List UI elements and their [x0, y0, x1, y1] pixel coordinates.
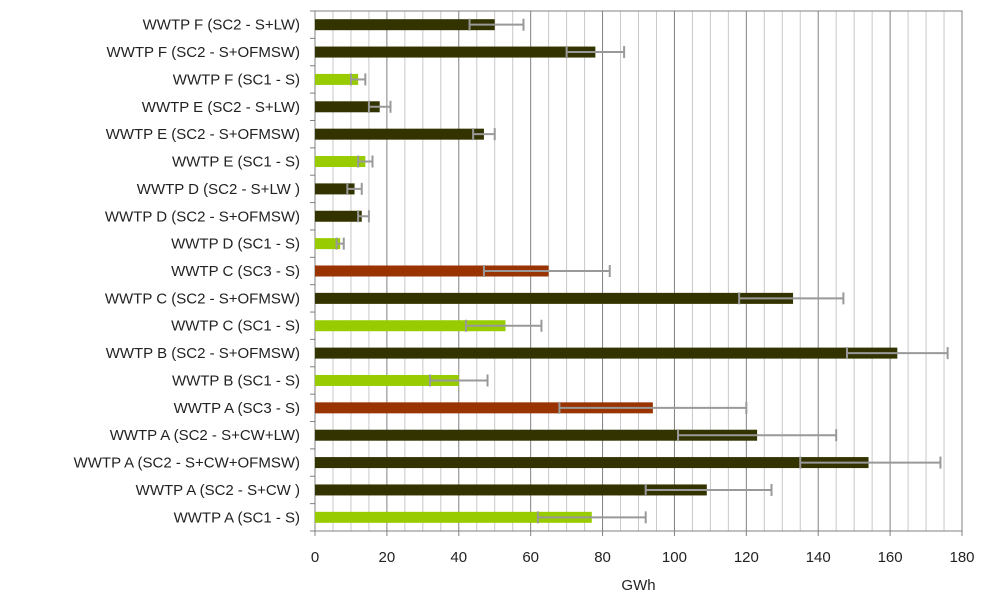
category-label: WWTP C (SC3 - S): [171, 263, 300, 280]
category-label: WWTP B (SC1 - S): [172, 372, 300, 389]
category-labels: WWTP F (SC2 - S+LW) WWTP F (SC2 - S+OFMSW…: [74, 10, 315, 532]
x-tick-label: 0: [311, 549, 319, 566]
bar: [315, 292, 794, 304]
bar: [315, 374, 459, 386]
category-label: WWTP A (SC2 - S+CW+LW): [110, 427, 300, 444]
bar: [315, 457, 869, 469]
bar: [315, 320, 506, 332]
bar: [315, 347, 898, 359]
category-label: WWTP C (SC1 - S): [171, 318, 300, 335]
x-tick-label: 80: [594, 549, 611, 566]
x-tick-label: 60: [522, 549, 539, 566]
x-tick-label: 160: [878, 549, 903, 566]
category-label: WWTP E (SC2 - S+LW): [142, 99, 300, 116]
minor-gridlines: [332, 11, 945, 531]
category-label: WWTP A (SC3 - S): [174, 400, 300, 417]
x-tick-label: 140: [806, 549, 831, 566]
x-tick-labels: 0 20 40 60 80 100 120 140 160 180: [311, 531, 975, 566]
x-tick-label: 40: [450, 549, 467, 566]
bar: [315, 484, 707, 496]
category-label: WWTP A (SC2 - S+CW ): [136, 482, 300, 499]
category-label: WWTP D (SC1 - S): [171, 236, 300, 253]
bar: [315, 402, 653, 414]
category-label: WWTP B (SC2 - S+OFMSW): [106, 345, 300, 362]
bar: [315, 73, 359, 85]
x-tick-label: 120: [734, 549, 759, 566]
bar: [315, 101, 380, 113]
category-label: WWTP A (SC1 - S): [174, 509, 300, 526]
bars-group: [315, 19, 898, 523]
x-tick-label: 20: [379, 549, 396, 566]
category-label: WWTP F (SC1 - S): [173, 71, 300, 88]
category-label: WWTP D (SC2 - S+LW ): [137, 181, 300, 198]
bar: [315, 511, 592, 523]
category-label: WWTP F (SC2 - S+LW): [143, 17, 300, 34]
bar: [315, 265, 549, 277]
bar: [315, 210, 362, 222]
bar: [315, 128, 484, 140]
bar: [315, 19, 495, 31]
bar: [315, 183, 355, 195]
x-tick-label: 180: [949, 549, 974, 566]
category-label: WWTP E (SC2 - S+OFMSW): [106, 126, 300, 143]
category-label: WWTP C (SC2 - S+OFMSW): [105, 290, 300, 307]
bar: [315, 429, 758, 441]
category-label: WWTP D (SC2 - S+OFMSW): [105, 208, 300, 225]
bar: [315, 156, 366, 168]
bar: [315, 46, 596, 58]
x-axis-label: GWh: [621, 577, 655, 594]
error-bars-group: [335, 18, 949, 524]
category-label: WWTP E (SC1 - S): [172, 154, 300, 171]
x-tick-label: 100: [662, 549, 687, 566]
bar: [315, 238, 341, 250]
category-label: WWTP F (SC2 - S+OFMSW): [107, 44, 300, 61]
category-label: WWTP A (SC2 - S+CW+OFMSW): [74, 455, 300, 472]
